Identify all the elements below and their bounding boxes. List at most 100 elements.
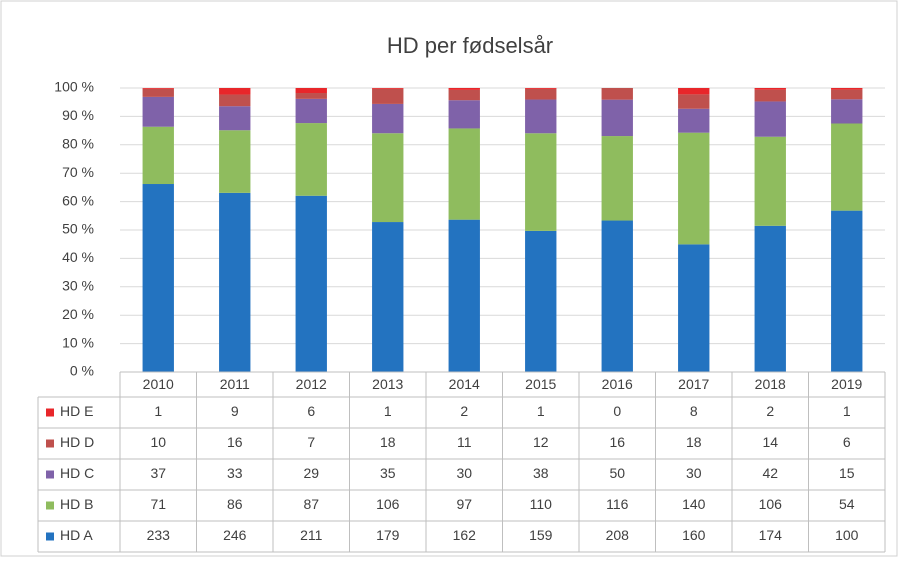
y-tick-label: 90 % xyxy=(62,107,94,123)
bar-segment xyxy=(219,106,251,131)
bar-segment xyxy=(142,88,174,89)
legend-key xyxy=(46,532,54,541)
y-tick-label: 80 % xyxy=(62,136,94,152)
x-tick-label: 2018 xyxy=(755,376,786,392)
bar-segment xyxy=(678,88,710,95)
table-cell: 9 xyxy=(231,403,239,419)
table-cell: 30 xyxy=(456,465,472,481)
table-cell: 8 xyxy=(690,403,698,419)
legend-label: HD E xyxy=(60,403,93,419)
y-tick-label: 50 % xyxy=(62,221,94,237)
bar-segment xyxy=(831,210,863,372)
table-cell: 233 xyxy=(147,527,171,543)
table-cell: 54 xyxy=(839,496,855,512)
table-cell: 33 xyxy=(227,465,243,481)
x-tick-label: 2014 xyxy=(449,376,480,392)
bar-segment xyxy=(295,123,327,196)
table-cell: 116 xyxy=(606,496,629,512)
bar-segment xyxy=(525,88,557,89)
table-cell: 2 xyxy=(460,403,468,419)
bar-segment xyxy=(448,219,480,372)
table-cell: 30 xyxy=(686,465,702,481)
bar-segment xyxy=(295,93,327,99)
bar-segment xyxy=(525,88,557,100)
table-cell: 35 xyxy=(380,465,396,481)
bar-segment xyxy=(372,222,404,372)
table-cell: 71 xyxy=(150,496,166,512)
table-cell: 1 xyxy=(384,403,392,419)
table-cell: 18 xyxy=(380,434,396,450)
y-tick-label: 0 % xyxy=(70,363,94,379)
table-cell: 159 xyxy=(529,527,553,543)
table-cell: 174 xyxy=(759,527,783,543)
bar-segment xyxy=(142,184,174,372)
bar-segment xyxy=(142,96,174,127)
table-cell: 6 xyxy=(843,434,851,450)
bar-segment xyxy=(142,88,174,97)
table-cell: 100 xyxy=(835,527,859,543)
x-tick-label: 2010 xyxy=(143,376,174,392)
table-cell: 29 xyxy=(303,465,319,481)
bar-segment xyxy=(525,230,557,372)
legend-label: HD A xyxy=(60,527,93,543)
legend-label: HD D xyxy=(60,434,94,450)
bar-segment xyxy=(678,244,710,372)
legend-label: HD C xyxy=(60,465,94,481)
y-tick-label: 30 % xyxy=(62,278,94,294)
bar-segment xyxy=(219,192,251,372)
x-tick-label: 2013 xyxy=(372,376,403,392)
bar-segment xyxy=(601,99,633,137)
table-cell: 38 xyxy=(533,465,549,481)
legend-key xyxy=(46,408,54,417)
bar-segment xyxy=(754,136,786,226)
legend-key xyxy=(46,470,54,479)
bar-segment xyxy=(601,88,633,100)
table-cell: 16 xyxy=(609,434,625,450)
bar-segment xyxy=(754,89,786,102)
table-cell: 6 xyxy=(307,403,315,419)
table-cell: 12 xyxy=(533,434,549,450)
x-tick-label: 2015 xyxy=(525,376,556,392)
table-cell: 11 xyxy=(457,434,472,450)
table-cell: 86 xyxy=(227,496,243,512)
x-tick-label: 2016 xyxy=(602,376,633,392)
bar-segment xyxy=(831,88,863,90)
chart-title: HD per fødselsår xyxy=(387,33,553,58)
table-cell: 211 xyxy=(300,527,323,543)
table-cell: 10 xyxy=(150,434,166,450)
bar-segment xyxy=(219,94,251,107)
legend-key xyxy=(46,439,54,448)
bar-segment xyxy=(142,126,174,185)
table-cell: 106 xyxy=(759,496,783,512)
bar-segment xyxy=(295,88,327,94)
bar-segment xyxy=(525,133,557,231)
bar-segment xyxy=(372,88,404,104)
table-cell: 87 xyxy=(303,496,319,512)
table-cell: 42 xyxy=(762,465,778,481)
y-tick-label: 100 % xyxy=(54,79,94,95)
bar-segment xyxy=(448,100,480,129)
table-cell: 97 xyxy=(456,496,472,512)
table-cell: 1 xyxy=(154,403,162,419)
y-tick-label: 70 % xyxy=(62,164,94,180)
table-cell: 246 xyxy=(223,527,247,543)
bar-segment xyxy=(601,136,633,221)
bar-segment xyxy=(601,220,633,372)
bar-segment xyxy=(372,88,404,89)
x-tick-label: 2017 xyxy=(678,376,709,392)
y-tick-label: 60 % xyxy=(62,192,94,208)
table-cell: 15 xyxy=(839,465,855,481)
table-cell: 0 xyxy=(613,403,621,419)
bar-segment xyxy=(448,88,480,90)
table-cell: 1 xyxy=(843,403,851,419)
y-tick-label: 40 % xyxy=(62,249,94,265)
bar-segment xyxy=(525,99,557,134)
bar-segment xyxy=(448,89,480,101)
bar-segment xyxy=(831,123,863,211)
x-tick-label: 2012 xyxy=(296,376,327,392)
bar-segment xyxy=(678,108,710,133)
bar-segment xyxy=(754,101,786,137)
bar-segment xyxy=(754,225,786,372)
bar-segment xyxy=(754,88,786,90)
